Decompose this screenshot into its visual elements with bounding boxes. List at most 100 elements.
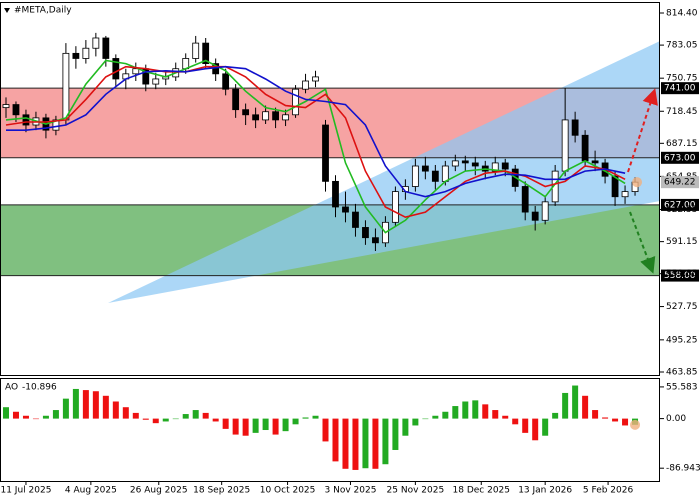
candle-body <box>521 186 529 213</box>
candle-body <box>292 88 299 116</box>
candle-body <box>302 80 309 90</box>
ao-bar <box>522 418 529 433</box>
candle-body <box>332 180 339 208</box>
ao-bar <box>162 418 169 422</box>
ao-bar <box>52 410 59 419</box>
x-tick-label: 13 Jan 2026 <box>518 486 572 496</box>
level-label-bg <box>661 82 699 95</box>
ao-bar <box>292 418 299 425</box>
ao-bar <box>12 411 19 419</box>
candle-body <box>491 162 499 172</box>
candle-body <box>262 111 269 121</box>
candle-body <box>252 114 260 121</box>
ao-tick-label: 0.00 <box>666 414 686 424</box>
ao-bar <box>502 415 509 419</box>
down-arrow <box>629 211 656 274</box>
ao-bar <box>202 412 209 419</box>
ao-marker <box>630 419 641 430</box>
ao-bar <box>512 418 519 425</box>
candle-body <box>501 162 509 170</box>
y-tick-label: 687.15 <box>666 139 698 149</box>
ao-frame <box>0 378 660 482</box>
up-arrow <box>627 88 658 173</box>
candle-body <box>82 47 90 59</box>
candle-body <box>2 104 10 109</box>
ao-bar <box>302 417 309 419</box>
level-label: 627.00 <box>664 200 696 210</box>
ao-bar <box>122 407 129 419</box>
ao-bar <box>232 418 239 435</box>
x-tick-label: 18 Dec 2025 <box>453 486 511 496</box>
y-tick-label: 814.40 <box>666 9 698 19</box>
y-tick-label: 527.75 <box>666 302 698 312</box>
ao-bar <box>322 418 329 442</box>
candle-body <box>581 134 589 162</box>
candle-body <box>392 191 399 223</box>
y-tick-label: 718.45 <box>666 107 698 117</box>
ao-tick-label: 55.583 <box>666 382 698 392</box>
ao-bar <box>22 415 29 419</box>
ao-bar <box>612 418 619 422</box>
ao-bar <box>542 418 549 436</box>
ao-tick-label: -86.943 <box>666 464 700 474</box>
ao-bar <box>212 418 219 422</box>
ao-bar <box>432 415 439 419</box>
candle-body <box>352 211 359 228</box>
chart-title: #META,Daily <box>14 6 72 16</box>
candle-body <box>112 58 120 80</box>
ao-bar <box>552 412 559 419</box>
ao-bar <box>602 417 609 419</box>
ao-bar <box>582 395 589 419</box>
current-price: 649.22 <box>664 178 696 188</box>
candle-body <box>591 160 599 164</box>
candle-body <box>12 104 20 116</box>
ao-bar <box>272 418 279 435</box>
level-label-bg <box>661 151 699 164</box>
y-tick-label: 559.85 <box>666 269 698 279</box>
ao-bar <box>112 401 119 419</box>
price-frame <box>0 2 660 376</box>
ao-bar <box>422 418 429 420</box>
ao-bar <box>532 418 539 441</box>
candle-body <box>242 109 250 116</box>
candle-body <box>561 119 569 172</box>
ao-bar <box>262 418 269 431</box>
candle-body <box>431 170 439 182</box>
ao-bar <box>192 410 199 419</box>
forecast-triangle <box>108 40 660 303</box>
overlay: 741.00 673.00 627.00 558.00 814.40 783.05 750.… <box>0 9 700 496</box>
candle-body <box>541 201 549 221</box>
ao-bar <box>252 418 259 433</box>
level-label: 673.00 <box>664 153 696 163</box>
candle-body <box>272 111 279 121</box>
moving-average <box>5 59 626 234</box>
candle-body <box>362 227 369 239</box>
ao-bar <box>372 418 379 469</box>
y-tick-label: 750.75 <box>666 74 698 84</box>
candle-body <box>192 42 200 59</box>
candle-body <box>62 52 70 121</box>
candle-body <box>222 73 230 90</box>
x-tick-label: 3 Nov 2025 <box>325 486 377 496</box>
candle-body <box>52 119 60 131</box>
candle-body <box>611 175 619 198</box>
price-panel <box>0 32 660 303</box>
candle-body <box>132 68 140 75</box>
candle-body <box>441 165 449 182</box>
candle-body <box>22 114 30 126</box>
ao-bar <box>572 385 579 419</box>
x-tick-label: 18 Sep 2025 <box>193 486 250 496</box>
y-tick-label: 495.25 <box>666 335 698 345</box>
candle-body <box>461 160 469 164</box>
ao-bar <box>2 407 9 419</box>
ao-bar <box>472 400 479 419</box>
candle-body <box>312 76 319 82</box>
current-price-bg <box>661 176 699 189</box>
ao-bar <box>392 418 399 450</box>
candle-body <box>202 42 210 64</box>
candle-body <box>322 124 329 182</box>
ao-bar <box>182 414 189 419</box>
ao-value: -10.896 <box>22 383 57 393</box>
